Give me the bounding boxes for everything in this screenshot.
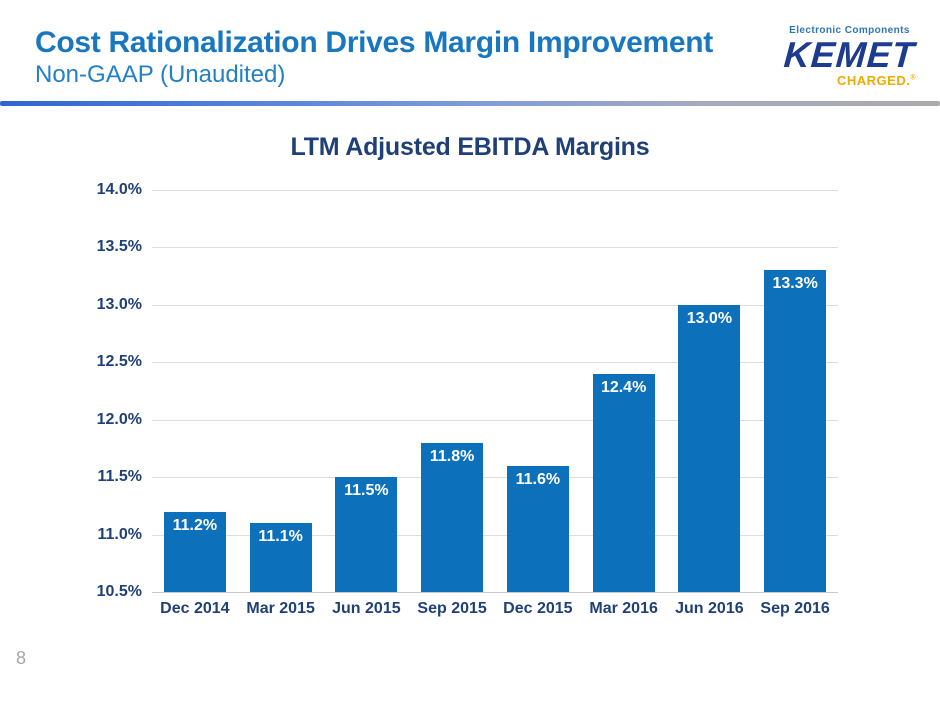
gridline [152,247,838,249]
bar-sep-2016: 13.3% [764,270,827,592]
bar-value-label: 11.6% [515,470,561,488]
y-axis-tick-label: 14.0% [96,181,142,198]
x-axis-tick-label: Mar 2016 [589,600,658,617]
logo-brand-text: KEMET [782,34,917,75]
logo-tagline: Electronic Components [789,25,910,36]
bar-value-label: 11.2% [172,516,218,534]
bar-chart-plot-area: 14.0% 13.5% 13.0% 12.5% 12.0% 11.5% 11.0% 10.5%… [97,181,838,617]
x-axis-tick-label: Dec 2014 [160,600,230,617]
bar-sep-2015: 11.8% [421,442,484,592]
page-number: 8 [16,648,27,668]
x-axis-tick-label: Mar 2015 [246,600,315,617]
header-divider [0,101,940,106]
bar-value-label: 11.5% [344,482,389,500]
bar-value-label: 13.3% [772,275,818,293]
gridline [152,304,838,306]
x-axis-tick-label: Jun 2016 [675,600,744,617]
y-axis-tick-label: 13.0% [96,295,142,313]
bar-value-label: 11.8% [429,447,475,465]
gridline [152,534,838,536]
x-axis-line [152,592,838,593]
bar-jun-2015: 11.5% [335,477,398,592]
y-axis-tick-label: 13.5% [96,238,142,256]
y-axis-tick-label: 12.5% [96,353,142,371]
x-axis-tick-label: Sep 2016 [760,600,830,617]
x-axis-tick-label: Jun 2015 [332,600,401,617]
logo-badge: CHARGED.® [777,73,922,88]
y-axis-tick-label: 10.5% [96,583,142,600]
logo-badge-text: CHARGED. [836,73,911,88]
bar-dec-2014: 11.2% [163,511,226,592]
y-axis-tick-label: 11.5% [97,468,142,486]
bar-value-label: 12.4% [600,378,647,396]
bar-mar-2015: 11.1% [249,523,312,592]
bar-jun-2016: 13.0% [678,304,741,592]
x-axis-tick-label: Sep 2015 [417,600,487,617]
bar-value-label: 13.0% [686,309,733,327]
gridline [152,362,838,364]
gridline [152,477,838,479]
gridline [152,419,838,421]
kemet-logo: Electronic Components KEMET CHARGED.® [777,25,922,88]
bar-dec-2015: 11.6% [506,465,569,592]
registered-mark-icon: ® [910,74,916,82]
gridline [152,190,838,191]
y-axis-tick-label: 11.0% [97,525,142,543]
slide-title: Cost Rationalization Drives Margin Impro… [35,26,713,59]
bar-value-label: 11.1% [258,528,303,546]
y-axis-tick-label: 12.0% [96,410,142,428]
x-axis-tick-label: Dec 2015 [503,600,573,617]
chart-title: LTM Adjusted EBITDA Margins [290,133,650,161]
slide-subtitle: Non-GAAP (Unaudited) [35,61,286,88]
bar-mar-2016: 12.4% [592,373,655,592]
